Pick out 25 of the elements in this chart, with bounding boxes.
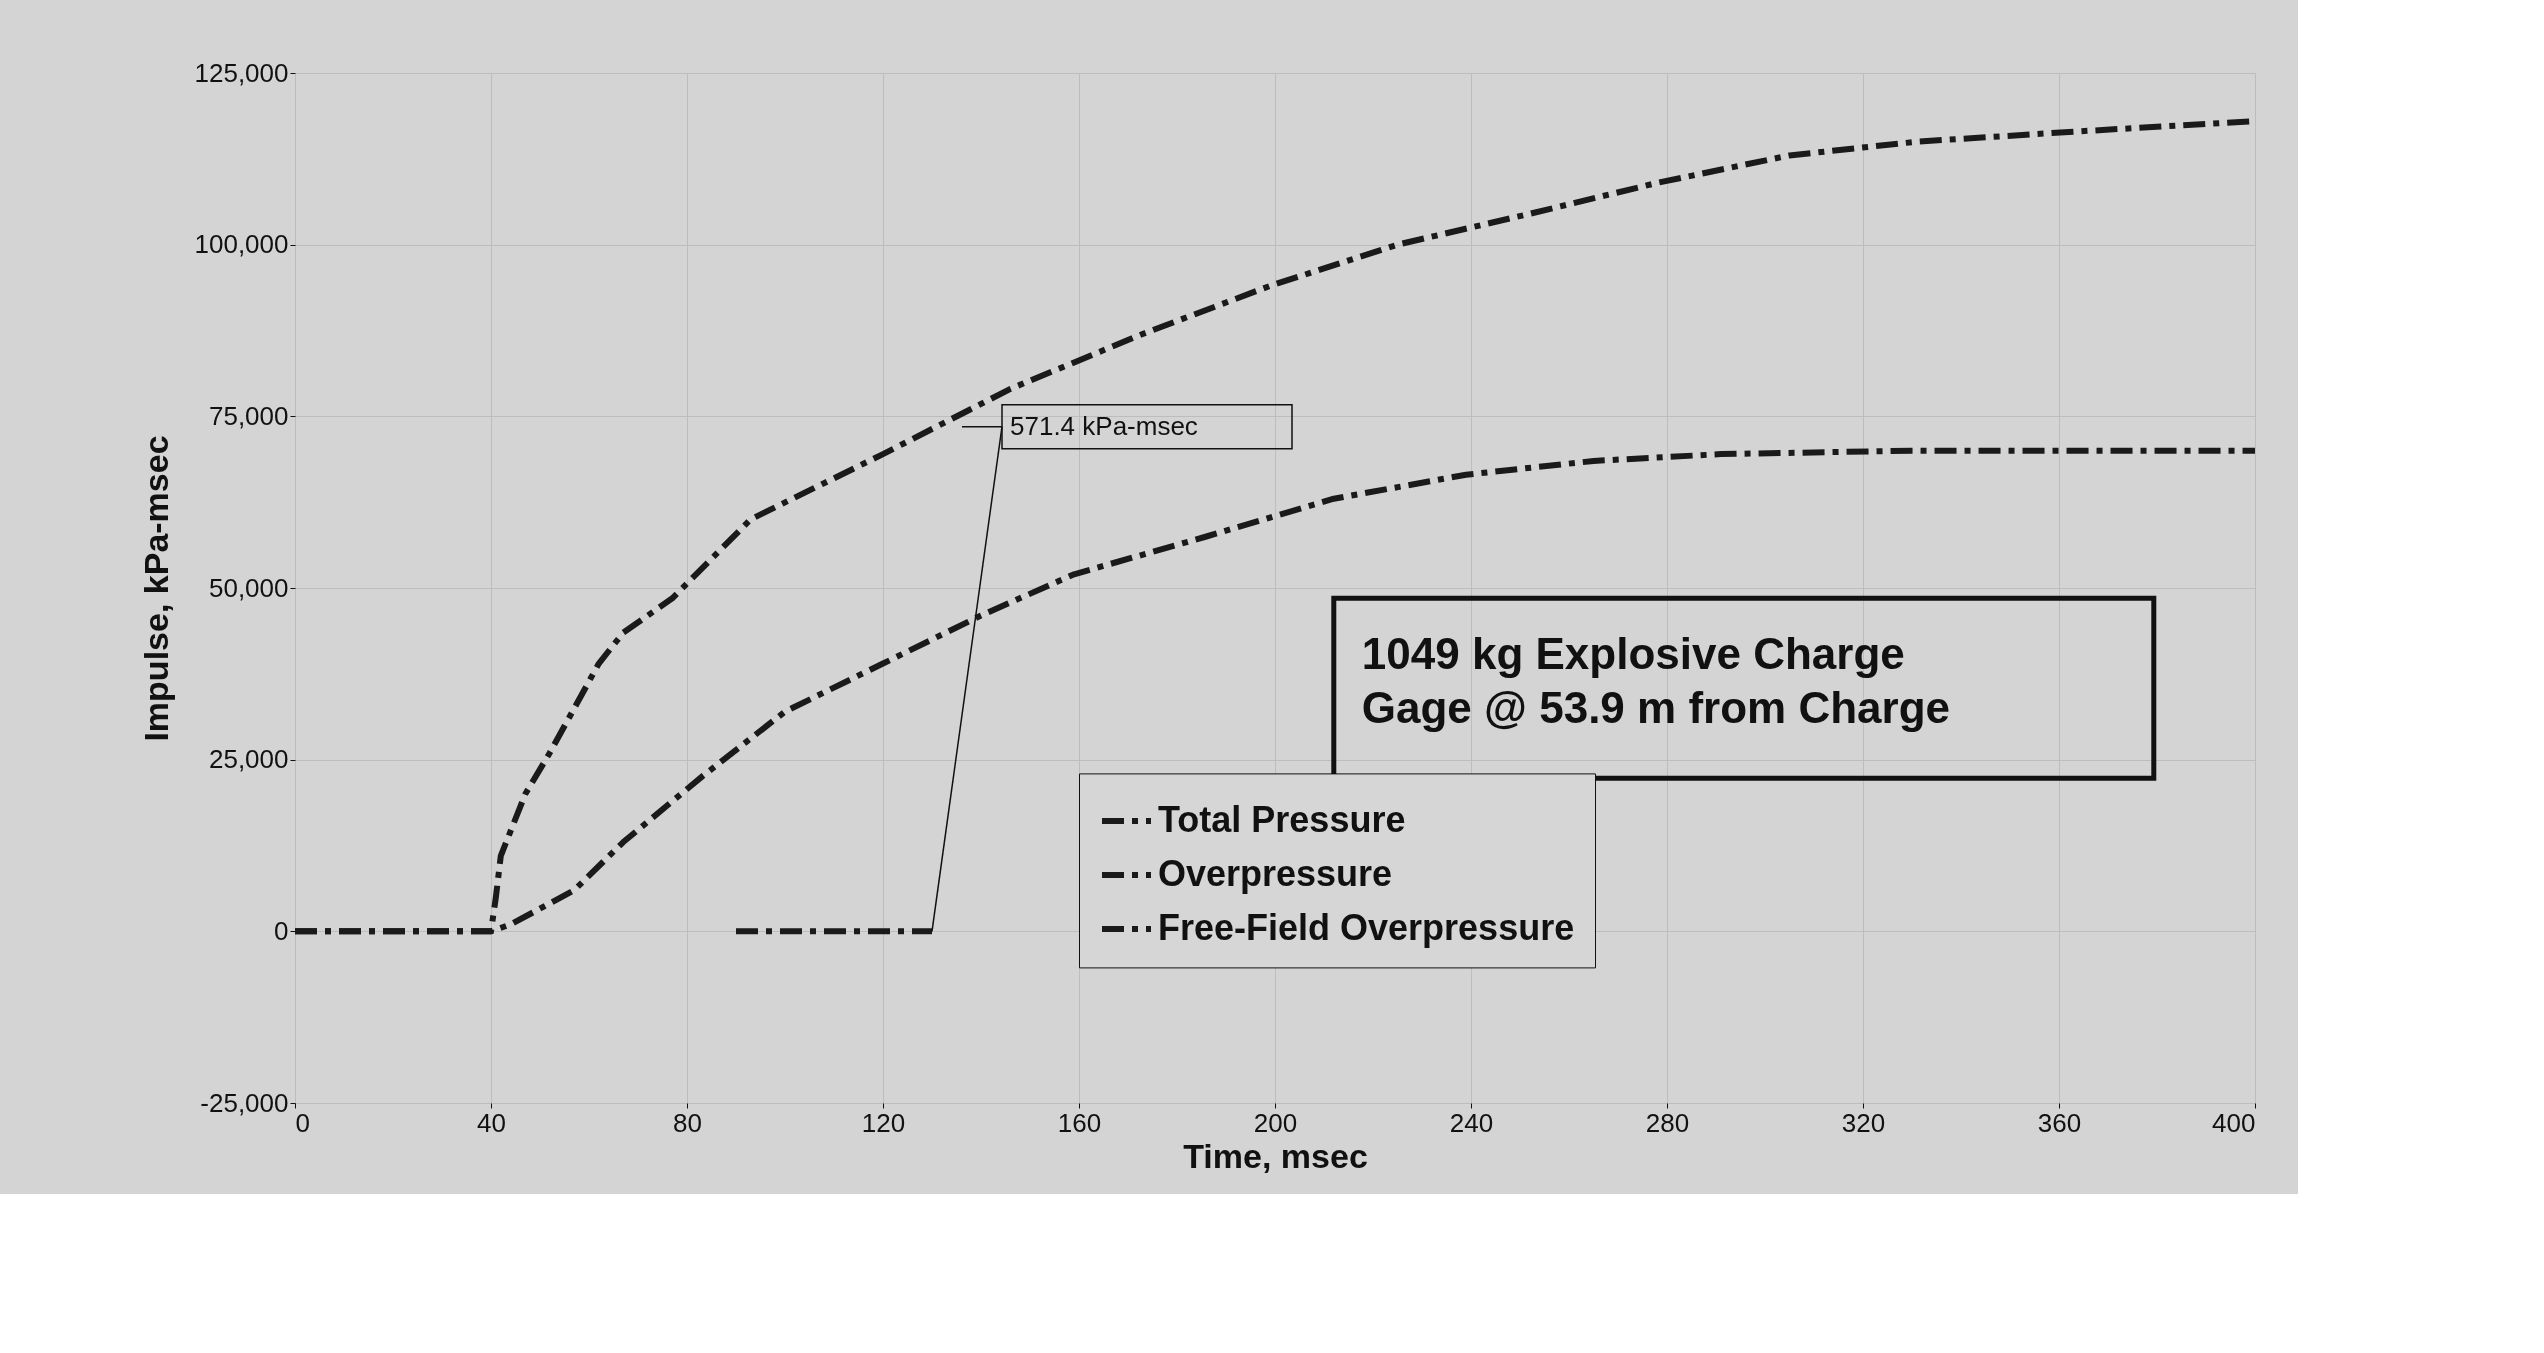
x-tick-label: 280	[1645, 1107, 1690, 1138]
y-tick-label: -25,000	[200, 1087, 289, 1118]
annotation: 571.4 kPa-msec	[1010, 410, 1198, 441]
x-tick-label: 360	[2037, 1107, 2082, 1138]
legend-label: Free-Field Overpressure	[1158, 906, 1575, 948]
x-tick-label: 80	[673, 1107, 702, 1138]
y-tick-label: 0	[274, 915, 289, 946]
legend-label: Overpressure	[1158, 852, 1393, 894]
x-tick-label: 0	[295, 1107, 310, 1138]
x-tick-label: 240	[1449, 1107, 1494, 1138]
y-tick-label: 75,000	[208, 400, 289, 431]
annotation: 1049 kg Explosive Charge Gage @ 53.9 m from Charge	[1361, 629, 1950, 733]
legend-label: Total Pressure	[1158, 798, 1406, 840]
x-tick-label: 40	[477, 1107, 506, 1138]
y-tick-label: 25,000	[208, 744, 289, 775]
x-axis-title: Time, msec	[1183, 1136, 1368, 1175]
x-tick-label: 400	[2212, 1107, 2256, 1138]
x-tick-label: 320	[1841, 1107, 1886, 1138]
x-tick-label: 160	[1057, 1107, 1102, 1138]
y-tick-label: 100,000	[194, 229, 289, 260]
x-tick-label: 120	[861, 1107, 906, 1138]
y-tick-label: 125,000	[194, 57, 289, 88]
y-tick-label: 50,000	[208, 572, 289, 603]
x-tick-label: 200	[1253, 1107, 1298, 1138]
y-axis-title: Impulse, kPa-msec	[136, 435, 175, 742]
